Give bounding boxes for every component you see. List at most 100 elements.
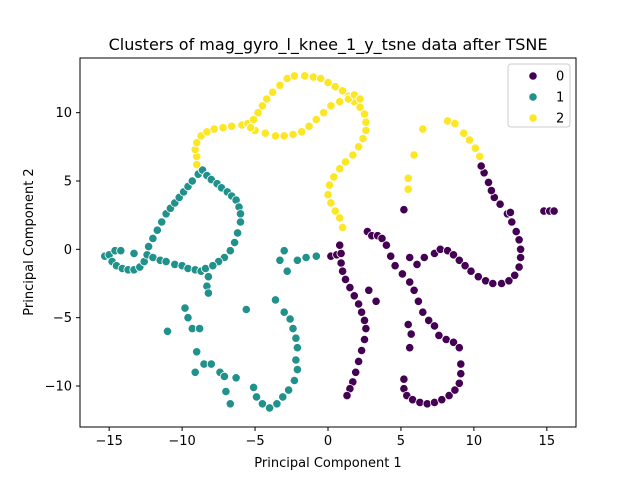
point-cluster-0-54 — [456, 369, 466, 379]
point-cluster-0-30 — [405, 277, 415, 287]
point-cluster-2-28 — [359, 109, 370, 119]
x-tick-label-3: 0 — [324, 434, 332, 449]
point-cluster-1-90 — [249, 382, 259, 392]
point-cluster-1-44 — [235, 217, 246, 227]
point-cluster-0-63 — [454, 255, 464, 265]
point-cluster-2-64 — [459, 128, 469, 138]
point-cluster-2-12 — [253, 108, 263, 118]
point-cluster-2-14 — [262, 94, 272, 104]
point-cluster-0-53 — [454, 378, 464, 388]
point-cluster-2-33 — [348, 150, 358, 160]
point-cluster-0-64 — [460, 261, 470, 271]
point-cluster-2-37 — [324, 180, 335, 190]
point-cluster-1-59 — [192, 347, 202, 357]
point-cluster-1-73 — [301, 252, 311, 263]
point-cluster-2-21 — [316, 73, 326, 84]
point-cluster-2-50 — [318, 108, 329, 118]
point-cluster-0-55 — [456, 359, 466, 369]
point-cluster-1-3 — [116, 246, 126, 256]
point-cluster-1-51 — [203, 272, 213, 282]
point-cluster-0-56 — [405, 252, 415, 263]
point-cluster-0-14 — [356, 345, 367, 356]
point-cluster-0-8 — [349, 291, 359, 301]
point-cluster-0-4 — [336, 258, 346, 268]
point-cluster-2-22 — [323, 78, 333, 88]
point-cluster-1-78 — [288, 323, 298, 334]
point-cluster-2-46 — [288, 129, 298, 140]
point-cluster-2-32 — [353, 142, 364, 152]
point-cluster-2-43 — [260, 128, 270, 138]
point-cluster-2-51 — [326, 101, 336, 111]
point-cluster-2-16 — [275, 80, 285, 90]
point-cluster-0-72 — [514, 262, 524, 272]
point-cluster-1-74 — [311, 251, 321, 261]
point-cluster-2-57 — [246, 123, 256, 133]
point-cluster-1-45 — [233, 228, 243, 238]
point-cluster-1-81 — [291, 355, 301, 365]
point-cluster-0-76 — [511, 227, 521, 237]
point-cluster-2-8 — [227, 121, 237, 131]
y-tick-label-0: −10 — [45, 380, 72, 395]
point-cluster-1-12 — [144, 242, 154, 252]
point-cluster-1-47 — [225, 246, 235, 256]
point-cluster-2-23 — [330, 82, 340, 92]
point-cluster-2-42 — [337, 222, 348, 233]
point-cluster-2-48 — [304, 121, 314, 131]
x-tick-label-5: 10 — [466, 434, 483, 449]
point-cluster-1-76 — [279, 307, 289, 317]
point-cluster-1-68 — [241, 304, 251, 315]
point-cluster-0-77 — [507, 217, 517, 227]
point-cluster-2-13 — [257, 101, 267, 111]
point-cluster-0-9 — [353, 299, 364, 309]
legend-marker-2 — [528, 113, 538, 123]
point-cluster-2-52 — [335, 97, 345, 107]
point-cluster-2-59 — [403, 173, 413, 183]
point-cluster-0-21 — [371, 296, 381, 306]
point-cluster-0-6 — [340, 274, 351, 284]
point-cluster-0-86 — [505, 207, 515, 217]
point-cluster-2-45 — [279, 131, 289, 141]
point-cluster-2-49 — [311, 114, 321, 125]
point-cluster-2-66 — [470, 143, 480, 153]
point-cluster-1-69 — [279, 246, 289, 256]
point-cluster-2-31 — [358, 134, 368, 144]
point-cluster-0-85 — [399, 205, 409, 215]
point-cluster-2-0 — [192, 160, 202, 170]
point-cluster-2-38 — [323, 190, 333, 200]
point-cluster-0-28 — [390, 261, 400, 271]
legend-label-2: 2 — [556, 112, 564, 127]
point-cluster-1-58 — [162, 326, 173, 336]
point-cluster-0-7 — [345, 282, 355, 293]
point-cluster-0-50 — [437, 395, 447, 405]
chart-title: Clusters of mag_gyro_l_knee_1_y_tsne dat… — [109, 35, 548, 55]
point-cluster-0-2 — [336, 248, 346, 258]
point-cluster-0-42 — [405, 343, 415, 353]
x-tick-label-1: −10 — [168, 434, 195, 449]
point-cluster-0-52 — [450, 385, 460, 395]
legend-label-1: 1 — [556, 91, 564, 106]
point-cluster-0-16 — [351, 367, 361, 377]
point-cluster-1-15 — [157, 217, 167, 227]
point-cluster-1-84 — [283, 385, 294, 395]
point-cluster-1-54 — [180, 303, 190, 313]
point-cluster-1-22 — [187, 176, 197, 186]
point-cluster-0-33 — [418, 307, 428, 317]
point-cluster-0-11 — [359, 315, 370, 325]
point-cluster-1-71 — [282, 266, 292, 276]
point-cluster-0-66 — [473, 272, 483, 282]
point-cluster-0-34 — [424, 315, 434, 325]
point-cluster-1-83 — [289, 375, 299, 386]
point-cluster-0-26 — [381, 240, 391, 250]
legend-box — [507, 63, 571, 128]
point-cluster-0-10 — [356, 307, 367, 317]
point-cluster-0-38 — [448, 337, 459, 347]
point-cluster-0-40 — [403, 319, 413, 330]
y-tick-label-4: 10 — [55, 106, 72, 121]
point-cluster-1-77 — [285, 314, 295, 324]
point-cluster-0-51 — [444, 390, 454, 401]
point-cluster-1-14 — [152, 225, 162, 235]
x-tick-label-0: −15 — [95, 434, 122, 449]
point-cluster-0-15 — [353, 356, 364, 366]
point-cluster-2-34 — [340, 157, 351, 167]
point-cluster-1-89 — [251, 392, 262, 402]
